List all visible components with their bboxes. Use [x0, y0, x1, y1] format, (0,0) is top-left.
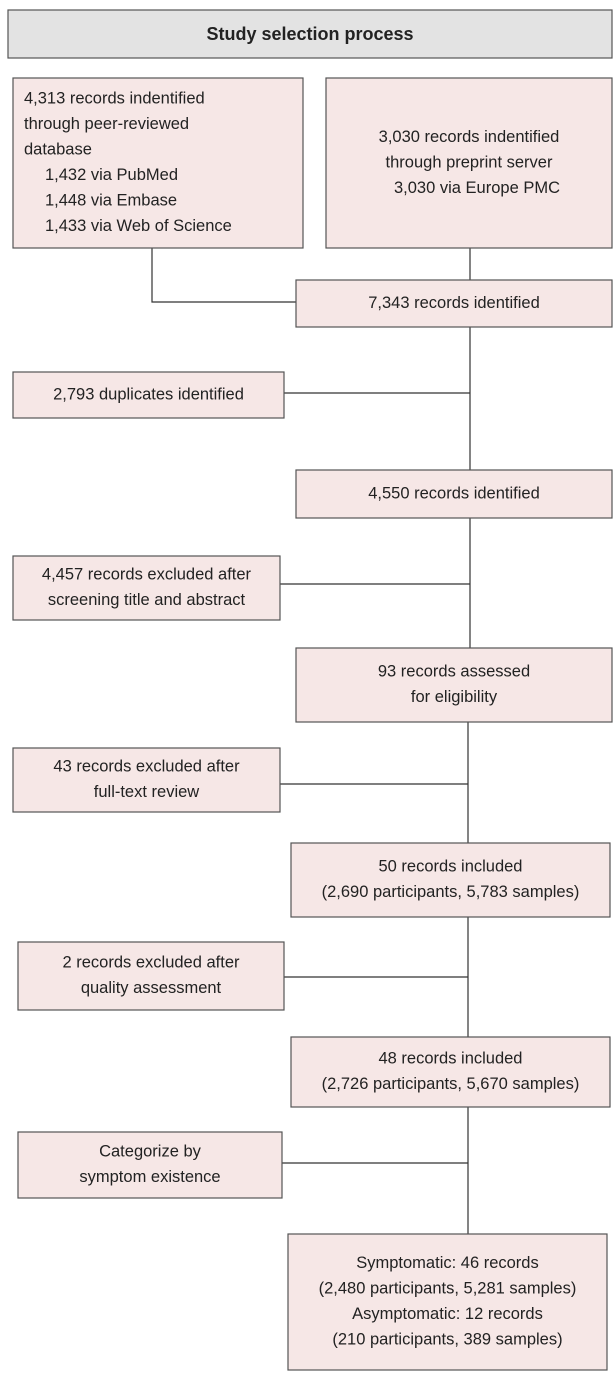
box-text: 3,030 via Europe PMC [394, 179, 560, 197]
flow-box [17, 941, 285, 1011]
box-text: screening title and abstract [48, 591, 246, 609]
box-text: database [24, 141, 92, 159]
flow-box [17, 1131, 283, 1199]
box-text: (2,726 participants, 5,670 samples) [322, 1075, 580, 1093]
box-text: (2,480 participants, 5,281 samples) [319, 1280, 577, 1298]
box-text: Categorize by [99, 1143, 202, 1161]
box-text: quality assessment [81, 979, 222, 997]
box-text: 2 records excluded after [62, 954, 240, 972]
box-text: symptom existence [79, 1168, 220, 1186]
flow-box [290, 842, 611, 918]
flow-box [290, 1036, 611, 1108]
connectors [151, 248, 471, 1234]
box-text: 1,448 via Embase [45, 192, 177, 210]
box-text: (2,690 participants, 5,783 samples) [322, 883, 580, 901]
flow-box [295, 279, 613, 328]
flow-box [12, 555, 281, 621]
header-title: Study selection process [206, 24, 413, 44]
box-text: 3,030 records indentified [379, 128, 560, 146]
box-text: 48 records included [378, 1050, 522, 1068]
connector [151, 248, 296, 303]
box-text: 4,313 records indentified [24, 90, 205, 108]
box-text: Asymptomatic: 12 records [352, 1305, 543, 1323]
box-text: (210 participants, 389 samples) [332, 1331, 562, 1349]
flow-box [325, 77, 613, 249]
header-bar [7, 9, 613, 59]
box-text: for eligibility [411, 688, 498, 706]
flow-box [295, 469, 613, 519]
box-text: 4,550 records identified [368, 484, 540, 502]
box-text: through preprint server [386, 153, 553, 171]
flow-box [295, 647, 613, 723]
flow-box [12, 747, 281, 813]
box-text: full-text review [94, 783, 200, 801]
box-text: 4,457 records excluded after [42, 566, 252, 584]
box-text: through peer-reviewed [24, 115, 189, 133]
box-text: 7,343 records identified [368, 294, 540, 312]
box-text: 93 records assessed [378, 663, 530, 681]
box-text: 1,433 via Web of Science [45, 217, 232, 235]
box-text: 43 records excluded after [53, 758, 240, 776]
flow-box [12, 77, 304, 249]
box-text: 1,432 via PubMed [45, 166, 178, 184]
box-text: 50 records included [378, 858, 522, 876]
flow-box [12, 371, 285, 419]
box-text: 2,793 duplicates identified [53, 385, 244, 403]
box-text: Symptomatic: 46 records [356, 1254, 538, 1272]
flow-box [287, 1233, 608, 1371]
